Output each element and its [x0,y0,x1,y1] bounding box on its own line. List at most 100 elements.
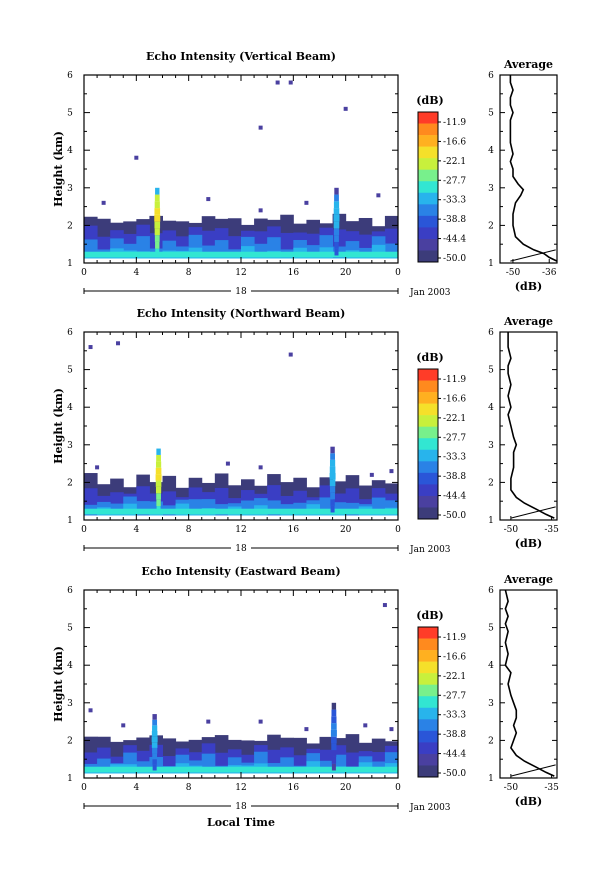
plume-cell [333,221,340,229]
colorbar-label: -27.7 [443,691,466,701]
x-tick-label: 0 [81,268,87,278]
echo-cell [280,257,294,259]
colorbar-label: -38.8 [443,730,466,740]
echo-speck [363,723,368,728]
colorbar-label: -50.0 [443,511,466,521]
echo-speck [88,345,93,350]
colorbar-label: -16.6 [443,652,466,662]
echo-base-band [84,251,398,258]
average-reference-line [510,764,556,777]
average-y-tick-label: 1 [488,259,494,269]
colorbar-swatch [418,215,438,228]
colorbar-swatch [418,661,438,674]
colorbar-swatch [418,461,438,474]
average-x-axis-title: (dB) [515,795,542,808]
plume-cell [152,753,158,760]
x-tick-label: 8 [186,783,192,793]
average-y-tick-label: 4 [488,146,494,156]
x-tick-label: 0 [395,268,401,278]
average-frame [499,74,558,264]
echo-speck [258,125,263,130]
average-x-axis-title: (dB) [515,537,542,550]
echo-cell [293,513,307,516]
panel-3: Echo Intensity (Eastward Beam)0 4 8 12 16 20 0… [52,565,559,813]
colorbar-swatch [418,426,438,439]
plume-cell [151,731,158,737]
y-tick-label: 5 [67,109,73,119]
average-y-tick-label: 5 [488,366,494,376]
colorbar-label: -27.7 [443,433,466,443]
x-tick-label: 12 [235,525,246,535]
average-y-tick-label: 2 [488,221,494,231]
plume-cell [155,486,162,494]
colorbar-swatch [418,403,438,416]
plume-cell [333,208,340,215]
colorbar-swatch [418,730,438,743]
colorbar-swatch [418,472,438,485]
x-tick-label: 20 [340,268,352,278]
colorbar-swatch [418,146,438,159]
x-tick-label: 8 [186,268,192,278]
plume-cell [331,736,337,744]
colorbar-label: -16.6 [443,137,466,147]
colorbar-label: -50.0 [443,769,466,779]
plume-cell [329,479,336,487]
echo-speck [101,200,106,205]
echo-cell [332,257,347,259]
y-tick-label: 1 [67,774,73,784]
colorbar-swatch [418,673,438,685]
colorbar-swatch [418,684,438,697]
date-label: Jan 2003 [409,288,451,298]
echo-speck [258,719,263,724]
panel-title: Echo Intensity (Northward Beam) [137,307,346,320]
plume-cell [330,505,335,513]
colorbar-swatch [418,415,438,427]
plume-cell [330,453,335,460]
plume-cell [333,201,340,209]
average-x-tick-label: -50 [504,525,519,535]
plume-cell [331,750,337,757]
colorbar-label: -11.9 [443,633,466,643]
echo-plume [333,187,340,256]
plume-cell [155,467,162,475]
x-tick-label: 16 [288,783,300,793]
colorbar-units: (dB) [416,94,443,107]
colorbar-swatch [418,380,438,393]
colorbar-units: (dB) [416,351,443,364]
colorbar-swatch [418,765,438,778]
echo-speck [304,200,309,205]
colorbar-frame [417,368,439,520]
date-label: Jan 2003 [409,545,451,555]
plume-cell [156,493,161,500]
plume-cell [331,756,337,764]
y-tick-label: 3 [67,699,73,709]
average-title: Average [503,573,553,586]
colorbar: (dB) -11.9 -16.6 -22.1 -27.7 -33.3 -38.8 -44.4 -… [416,351,466,521]
average-line [504,589,555,777]
plume-cell [152,719,158,726]
average-y-tick-label: 5 [488,109,494,119]
echo-cell [149,256,163,259]
average-y-tick-label: 6 [488,71,494,81]
echo-base-band [84,766,398,773]
plume-cell [155,474,162,481]
average-profile: Average 1 2 3 4 5 6 -50 -35(dB) [488,315,559,550]
average-y-tick-label: 3 [488,441,494,451]
colorbar-swatch [418,181,438,194]
colorbar-swatch [418,719,438,732]
colorbar-swatch [418,438,438,451]
echo-speck [225,461,230,466]
x-tick-label: 4 [133,268,139,278]
average-reference-line [510,249,556,262]
average-x-axis-title: (dB) [515,280,542,293]
plume-cell [152,714,157,720]
colorbar-label: -11.9 [443,118,466,128]
plume-cell [330,492,335,500]
plume-cell [334,194,339,202]
colorbar-swatch [418,507,438,520]
plume-cell [334,248,339,256]
y-tick-label: 3 [67,184,73,194]
plume-cell [154,214,161,222]
average-y-tick-label: 2 [488,478,494,488]
